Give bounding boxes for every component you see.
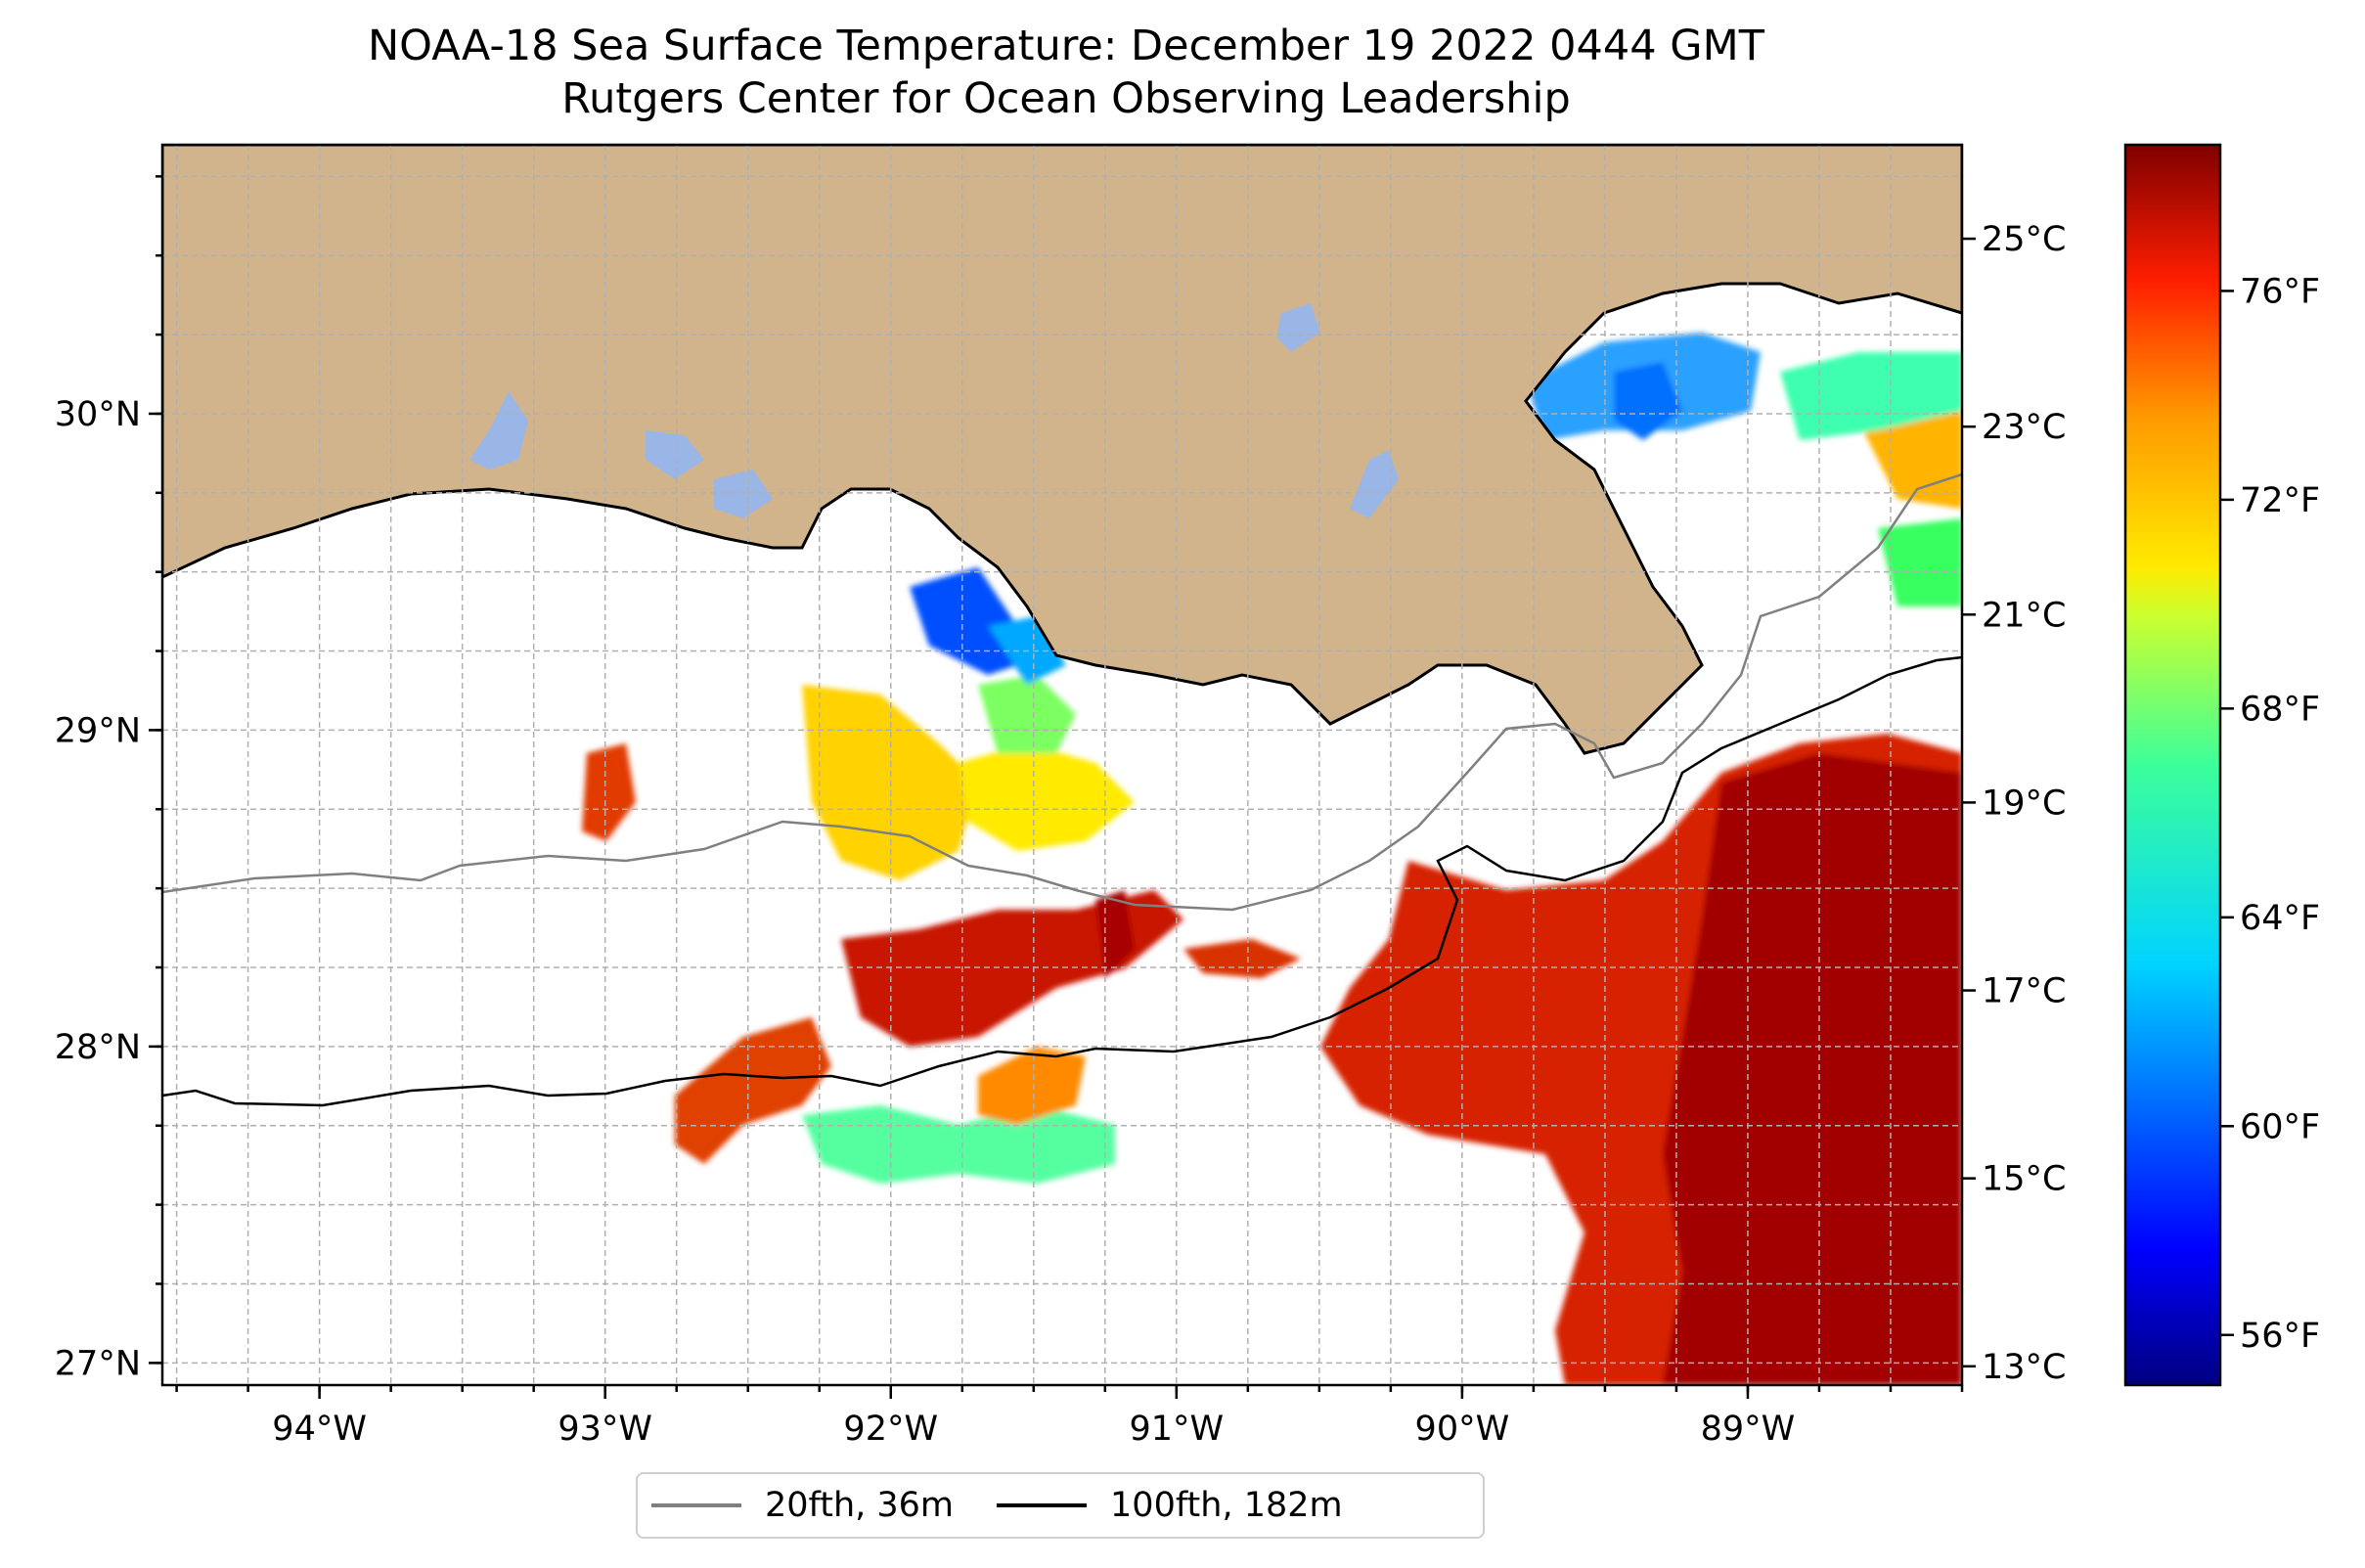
fahrenheit-tick-label: 76°F bbox=[2240, 272, 2320, 311]
colorbar bbox=[2123, 143, 2222, 1387]
lat-tick-label: 27°N bbox=[55, 1344, 141, 1383]
celsius-tick-label: 21°C bbox=[1982, 596, 2066, 635]
legend-label-20fth: 20fth, 36m bbox=[765, 1486, 955, 1525]
map-legend: 20fth, 36m 100fth, 182m bbox=[636, 1472, 1485, 1539]
fahrenheit-tick-label: 64°F bbox=[2240, 899, 2320, 938]
lat-tick-label: 30°N bbox=[55, 395, 141, 434]
fahrenheit-tick-label: 68°F bbox=[2240, 690, 2320, 729]
fahrenheit-tick-label: 72°F bbox=[2240, 481, 2320, 520]
lon-tick-label: 90°W bbox=[1415, 1410, 1510, 1449]
lon-tick-label: 89°W bbox=[1701, 1410, 1796, 1449]
colorbar-ticks bbox=[1962, 237, 2234, 1368]
isobath-20fth-line bbox=[162, 472, 1962, 912]
legend-item-20fth: 20fth, 36m bbox=[651, 1486, 954, 1525]
lon-tick-label: 91°W bbox=[1129, 1410, 1224, 1449]
celsius-tick-label: 15°C bbox=[1982, 1160, 2066, 1199]
lon-tick-label: 93°W bbox=[558, 1410, 652, 1449]
isobath-100fth-line bbox=[162, 655, 1962, 1107]
celsius-tick-label: 13°C bbox=[1982, 1348, 2066, 1387]
celsius-tick-label: 23°C bbox=[1982, 408, 2066, 447]
map-axis-labels: 94°W 93°W 92°W 91°W 90°W 89°W 27°N 28°N 29°N 30°N bbox=[55, 395, 1795, 1449]
celsius-tick-label: 19°C bbox=[1982, 784, 2066, 823]
legend-swatch-20fth bbox=[651, 1503, 741, 1507]
celsius-tick-label: 25°C bbox=[1982, 220, 2066, 259]
map-frame bbox=[160, 143, 1964, 1387]
legend-item-100fth: 100fth, 182m bbox=[997, 1486, 1343, 1525]
celsius-tick-label: 17°C bbox=[1982, 972, 2066, 1011]
legend-label-100fth: 100fth, 182m bbox=[1110, 1486, 1343, 1525]
map-axes bbox=[149, 175, 1964, 1399]
lat-lon-grid bbox=[162, 145, 1962, 1385]
lat-tick-label: 29°N bbox=[55, 711, 141, 750]
map-title: NOAA-18 Sea Surface Temperature: Decembe… bbox=[156, 20, 1976, 125]
lon-tick-label: 92°W bbox=[843, 1410, 938, 1449]
fahrenheit-tick-label: 56°F bbox=[2240, 1317, 2320, 1356]
legend-swatch-100fth bbox=[997, 1503, 1088, 1507]
lat-tick-label: 28°N bbox=[55, 1028, 141, 1067]
land-mass bbox=[162, 145, 1962, 755]
title-line-1: NOAA-18 Sea Surface Temperature: Decembe… bbox=[368, 22, 1764, 70]
inland-water bbox=[469, 303, 1399, 518]
fahrenheit-tick-label: 60°F bbox=[2240, 1107, 2320, 1146]
sst-warm-water bbox=[582, 734, 1962, 1385]
colorbar-labels: 13°C 15°C 17°C 19°C 21°C 23°C 25°C 56°F 60°F 64°F… bbox=[1982, 220, 2320, 1387]
title-line-2: Rutgers Center for Ocean Observing Leade… bbox=[561, 74, 1571, 123]
map-plot-area bbox=[162, 145, 1962, 1385]
lon-tick-label: 94°W bbox=[272, 1410, 367, 1449]
